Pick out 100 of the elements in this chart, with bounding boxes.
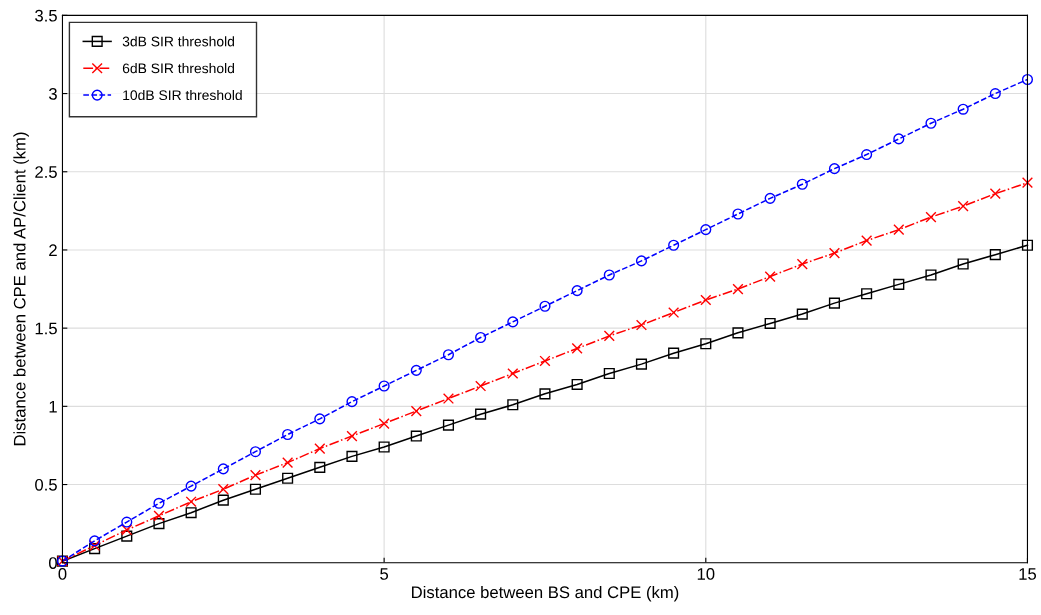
point xyxy=(861,235,873,247)
point xyxy=(249,446,262,458)
point xyxy=(539,300,551,312)
point xyxy=(828,297,841,309)
point xyxy=(249,469,262,481)
point xyxy=(282,457,294,469)
point xyxy=(249,483,262,495)
point xyxy=(185,507,197,519)
point xyxy=(764,317,776,330)
y-tick-label: 1 xyxy=(49,400,57,413)
point xyxy=(732,327,744,339)
point xyxy=(185,480,197,492)
point xyxy=(732,283,744,295)
point xyxy=(603,269,615,281)
y-tick-label: 3.5 xyxy=(35,9,57,22)
point xyxy=(410,364,422,376)
point xyxy=(668,347,680,359)
point xyxy=(89,539,101,552)
point xyxy=(700,338,712,350)
point xyxy=(89,543,101,555)
point xyxy=(989,88,1001,100)
point xyxy=(635,319,648,331)
point xyxy=(603,330,615,342)
point xyxy=(346,450,358,462)
point xyxy=(121,524,133,536)
point xyxy=(121,530,133,542)
point xyxy=(314,461,326,473)
point xyxy=(507,316,519,328)
y-tick-label: 2 xyxy=(49,244,57,256)
point xyxy=(507,367,519,380)
point xyxy=(153,518,165,530)
y-tick-label: 2.5 xyxy=(35,166,57,178)
point xyxy=(1021,239,1034,251)
point xyxy=(217,483,229,495)
point xyxy=(442,349,455,361)
point xyxy=(539,388,551,400)
legend-label: 10dB SIR threshold xyxy=(123,89,242,101)
point xyxy=(700,294,712,306)
point xyxy=(378,441,390,453)
point xyxy=(217,463,229,475)
x-tick-label: 5 xyxy=(380,568,389,580)
point xyxy=(571,342,583,355)
point xyxy=(668,306,680,319)
y-tick-label: 1.5 xyxy=(35,322,57,335)
point xyxy=(378,380,390,392)
point xyxy=(893,133,905,145)
point xyxy=(796,178,808,190)
point xyxy=(925,117,937,129)
point xyxy=(828,163,841,175)
point xyxy=(282,428,294,441)
point xyxy=(378,417,390,430)
point xyxy=(89,535,101,547)
point xyxy=(989,188,1001,200)
point xyxy=(764,192,776,204)
point xyxy=(861,288,873,300)
point xyxy=(475,380,487,392)
point xyxy=(925,211,937,223)
point xyxy=(1021,73,1034,86)
point xyxy=(635,358,648,370)
x-axis-title: Distance between BS and CPE (km) xyxy=(412,585,679,602)
y-tick-label: 3 xyxy=(48,87,57,100)
point xyxy=(475,408,487,420)
point xyxy=(700,224,712,236)
y-axis-title: Distance between CPE and AP/Client (km) xyxy=(13,132,29,446)
x-tick-label: 10 xyxy=(697,568,715,580)
point xyxy=(507,399,519,411)
point xyxy=(153,497,165,509)
point xyxy=(796,258,808,270)
point xyxy=(764,270,776,283)
point xyxy=(346,430,358,442)
point xyxy=(861,149,873,161)
point xyxy=(828,247,841,259)
point xyxy=(121,516,133,528)
point xyxy=(603,367,615,380)
point xyxy=(410,430,422,442)
point xyxy=(732,208,744,220)
point xyxy=(571,378,583,391)
point xyxy=(893,224,905,236)
point xyxy=(893,278,905,290)
point xyxy=(957,103,969,115)
point xyxy=(1021,177,1034,189)
point xyxy=(571,285,583,297)
point xyxy=(442,419,455,431)
point xyxy=(539,355,551,367)
point xyxy=(989,249,1001,261)
y-tick-label: 0 xyxy=(48,557,57,569)
x-tick-label: 0 xyxy=(58,568,67,580)
y-tick-label: 0.5 xyxy=(35,478,57,491)
point xyxy=(282,472,294,484)
point xyxy=(957,200,969,212)
point xyxy=(153,510,165,522)
point xyxy=(314,443,326,455)
x-tick-label: 15 xyxy=(1019,568,1037,580)
point xyxy=(217,494,229,506)
legend-label: 3dB SIR threshold xyxy=(122,36,235,47)
point xyxy=(185,496,197,508)
point xyxy=(410,405,422,417)
point xyxy=(925,269,937,281)
point xyxy=(668,239,680,251)
point xyxy=(314,413,326,425)
